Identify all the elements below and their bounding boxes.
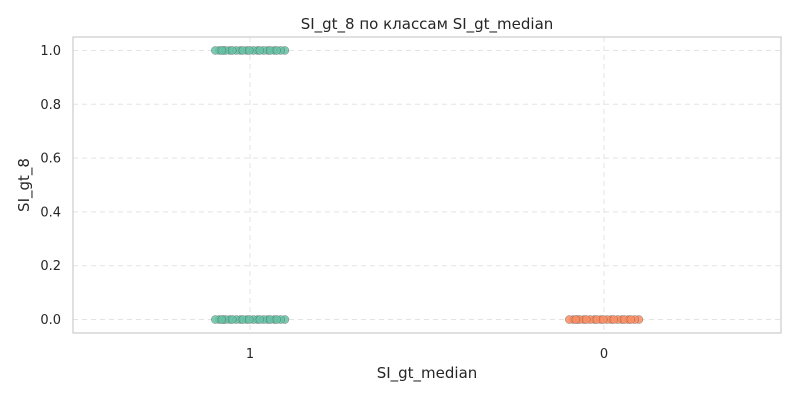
data-point — [245, 315, 254, 324]
data-point — [217, 46, 227, 55]
data-point — [228, 315, 237, 324]
grid-lines — [73, 37, 781, 333]
data-point — [228, 46, 237, 55]
data-point — [217, 315, 227, 324]
data-points — [211, 46, 644, 324]
data-point — [609, 315, 619, 324]
data-point — [255, 315, 265, 324]
data-point — [571, 315, 581, 324]
plot-frame — [72, 36, 782, 334]
data-point — [272, 315, 282, 324]
data-point — [255, 46, 265, 55]
y-tick-label: 1.0 — [40, 44, 61, 59]
x-tick-label: 1 — [246, 347, 254, 362]
data-point — [582, 315, 591, 324]
y-tick-label: 0.0 — [40, 313, 61, 328]
y-tick-label: 0.6 — [40, 152, 61, 167]
tick-labels: 0.0 0.2 0.4 0.6 0.8 1.0 1 0 — [40, 44, 608, 362]
x-axis-label: SI_gt_median — [377, 364, 478, 383]
y-tick-label: 0.2 — [40, 259, 61, 274]
data-point — [599, 315, 608, 324]
data-point — [272, 46, 282, 55]
y-tick-label: 0.8 — [40, 98, 61, 113]
data-point — [626, 315, 636, 324]
data-point — [245, 46, 254, 55]
chart-title: SI_gt_8 по классам SI_gt_median — [301, 15, 554, 34]
y-axis-label: SI_gt_8 — [15, 158, 34, 212]
y-tick-label: 0.4 — [40, 205, 61, 220]
x-tick-label: 0 — [600, 347, 608, 362]
